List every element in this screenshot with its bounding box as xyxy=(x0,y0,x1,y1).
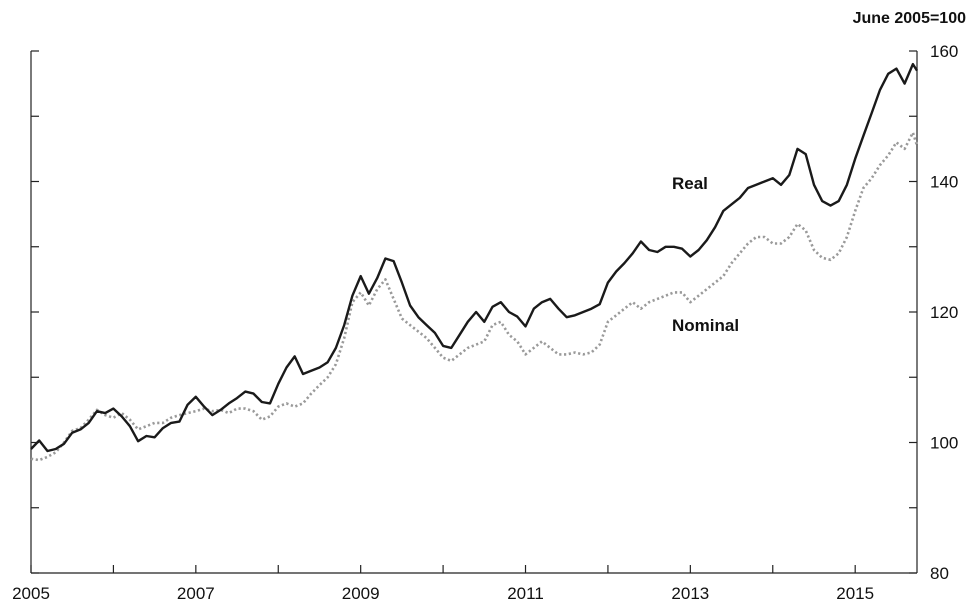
y-tick-label: 80 xyxy=(930,564,949,583)
y-tick-label: 160 xyxy=(930,42,958,61)
series-label-nominal: Nominal xyxy=(672,316,739,335)
unit-label: June 2005=100 xyxy=(853,10,967,27)
series-line-real xyxy=(30,62,919,453)
y-tick-label: 100 xyxy=(930,434,958,453)
axes: 80 100 120 140 160 2005 2007 2009 2011 2013 2015 xyxy=(12,42,958,603)
x-tick-label: 2015 xyxy=(836,584,874,603)
x-tick-label: 2011 xyxy=(507,584,544,603)
x-tick-label: 2005 xyxy=(12,584,50,603)
y-tick-label: 120 xyxy=(930,303,958,322)
x-tick-label: 2007 xyxy=(177,584,215,603)
x-tick-label: 2013 xyxy=(671,584,709,603)
series-layer xyxy=(30,62,919,462)
x-tick-label: 2009 xyxy=(342,584,380,603)
series-label-real: Real xyxy=(672,174,708,193)
series-line-nominal xyxy=(30,131,919,462)
y-tick-label: 140 xyxy=(930,173,958,192)
